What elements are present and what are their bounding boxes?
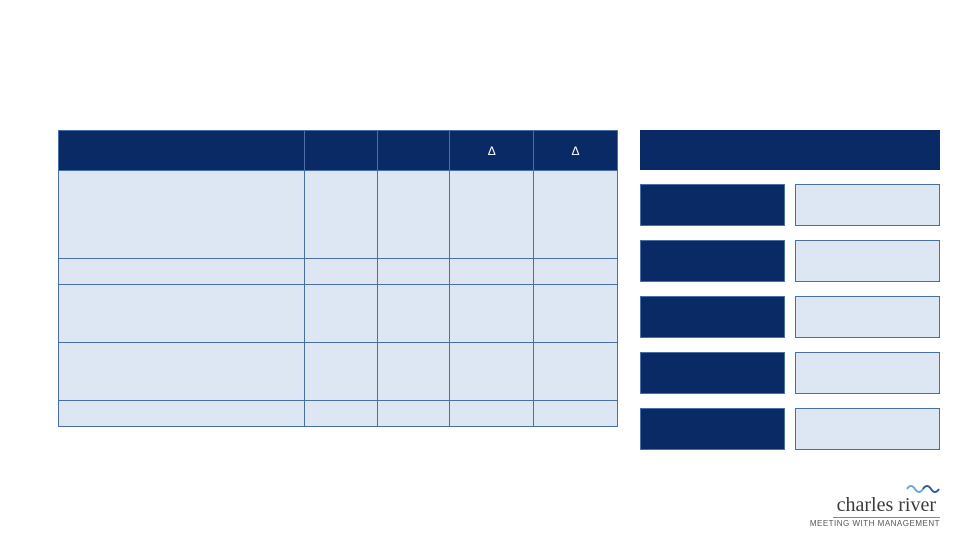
panel-row: [640, 352, 940, 394]
table-cell: [534, 285, 618, 343]
table-cell: [450, 343, 534, 401]
table-cell: [450, 401, 534, 427]
panel-label: [640, 296, 785, 338]
table-cell: [59, 259, 305, 285]
panel-row: [640, 296, 940, 338]
table-cell: [377, 401, 450, 427]
th-5: Δ: [534, 131, 618, 171]
logo-name: charles river: [833, 494, 940, 518]
th-3: [377, 131, 450, 171]
table-cell: [304, 285, 377, 343]
table-cell: [450, 171, 534, 259]
panel-title: [640, 130, 940, 170]
table-row: [59, 401, 618, 427]
th-1: [59, 131, 305, 171]
panel-value: [795, 296, 940, 338]
panel-value: [795, 408, 940, 450]
panel-value: [795, 352, 940, 394]
th-4: Δ: [450, 131, 534, 171]
table-cell: [377, 171, 450, 259]
table-cell: [377, 259, 450, 285]
panel-rows: [640, 184, 940, 450]
logo-tagline: MEETING WITH MANAGEMENT: [810, 519, 940, 528]
table-cell: [59, 343, 305, 401]
table-cell: [59, 171, 305, 259]
table-cell: [534, 343, 618, 401]
th-2: [304, 131, 377, 171]
table-cell: [534, 259, 618, 285]
table-row: [59, 259, 618, 285]
table-cell: [450, 259, 534, 285]
panel-label: [640, 352, 785, 394]
table-cell: [450, 285, 534, 343]
table-row: [59, 343, 618, 401]
table-row: [59, 285, 618, 343]
panel-label: [640, 240, 785, 282]
panel-value: [795, 184, 940, 226]
panel-value: [795, 240, 940, 282]
panel-row: [640, 408, 940, 450]
panel-label: [640, 184, 785, 226]
table-cell: [534, 171, 618, 259]
table-row: [59, 171, 618, 259]
panel-label: [640, 408, 785, 450]
table-header-row: Δ Δ: [59, 131, 618, 171]
table-cell: [534, 401, 618, 427]
table-cell: [377, 343, 450, 401]
main-table: Δ Δ: [58, 130, 618, 427]
table-cell: [59, 401, 305, 427]
table-body: [59, 171, 618, 427]
table-cell: [304, 259, 377, 285]
panel-row: [640, 240, 940, 282]
panel-row: [640, 184, 940, 226]
table-cell: [59, 285, 305, 343]
table-cell: [304, 343, 377, 401]
commentary-panel: [640, 130, 940, 450]
table-cell: [304, 401, 377, 427]
table-cell: [377, 285, 450, 343]
logo: charles river MEETING WITH MANAGEMENT: [810, 480, 940, 528]
table-cell: [304, 171, 377, 259]
